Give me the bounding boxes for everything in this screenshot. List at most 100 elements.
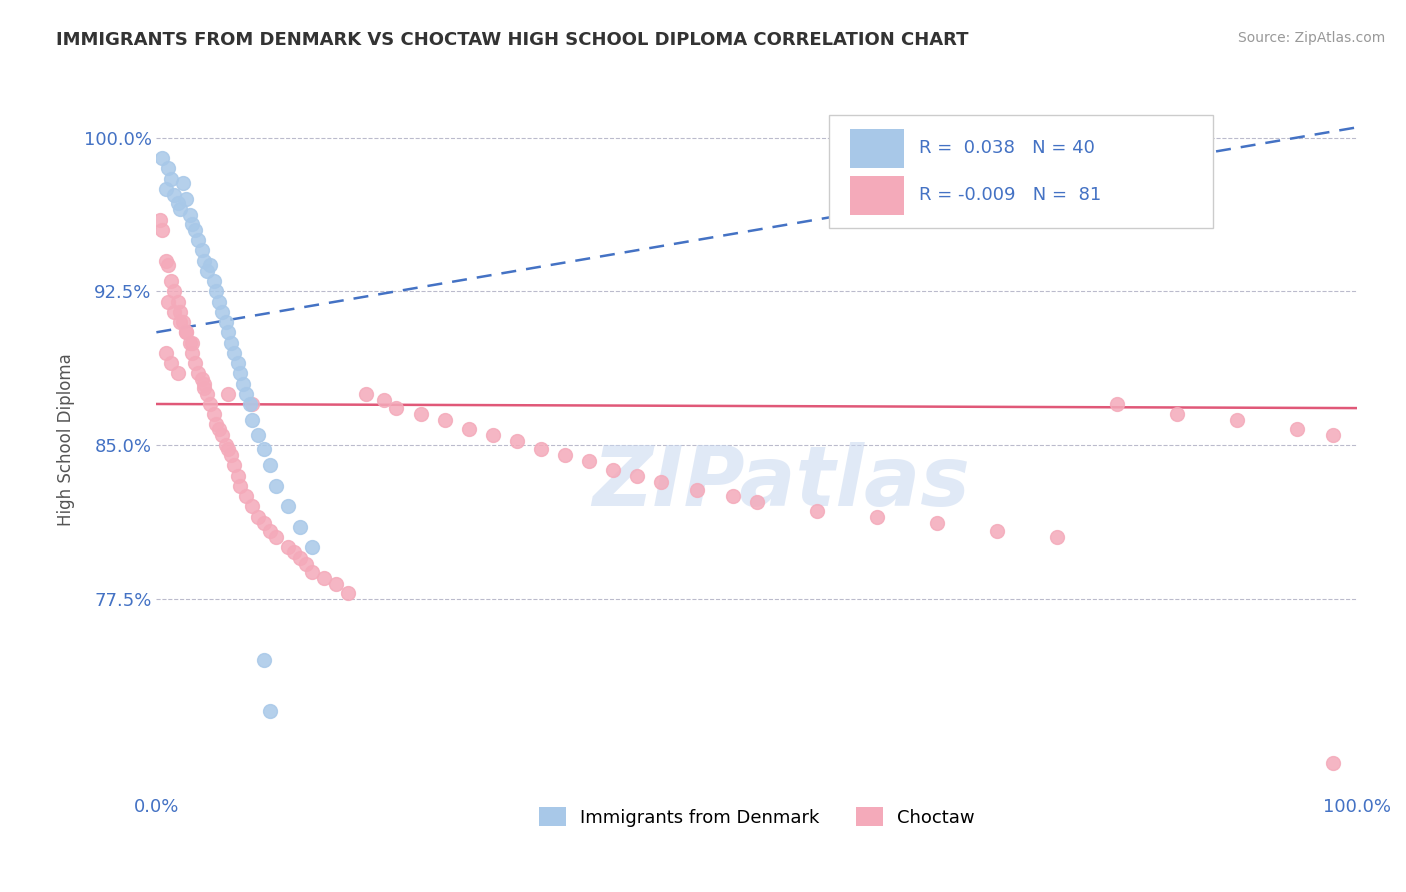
Point xyxy=(155,345,177,359)
Point xyxy=(184,356,207,370)
Point xyxy=(157,161,180,176)
Text: R = -0.009   N =  81: R = -0.009 N = 81 xyxy=(918,186,1101,204)
Point xyxy=(481,427,503,442)
Bar xyxy=(851,128,904,168)
Point xyxy=(217,325,239,339)
Point xyxy=(169,202,191,217)
Point xyxy=(202,274,225,288)
Point xyxy=(253,653,276,667)
Point xyxy=(159,171,181,186)
Point xyxy=(301,541,323,555)
Point xyxy=(1046,530,1069,544)
Point xyxy=(181,217,204,231)
Point xyxy=(259,524,281,538)
Point xyxy=(529,442,551,456)
Point xyxy=(193,253,215,268)
Point xyxy=(295,557,318,571)
Point xyxy=(159,356,181,370)
Point xyxy=(242,500,264,514)
Point xyxy=(187,233,209,247)
Point xyxy=(505,434,527,448)
Point xyxy=(172,315,194,329)
Point xyxy=(232,376,254,391)
Point xyxy=(169,305,191,319)
Point xyxy=(235,489,257,503)
Point xyxy=(202,407,225,421)
Point xyxy=(229,479,252,493)
Point xyxy=(150,151,173,165)
Point xyxy=(457,421,479,435)
Point xyxy=(215,315,238,329)
Point xyxy=(217,386,239,401)
Point xyxy=(215,438,238,452)
Point xyxy=(167,294,190,309)
Point xyxy=(433,413,456,427)
Point xyxy=(650,475,672,489)
Point xyxy=(247,427,270,442)
Point xyxy=(172,176,194,190)
Point xyxy=(217,442,239,456)
Point xyxy=(219,335,242,350)
Point xyxy=(235,386,257,401)
Point xyxy=(554,448,576,462)
Point xyxy=(337,585,360,599)
Point xyxy=(163,285,186,299)
Point xyxy=(155,253,177,268)
Point xyxy=(176,325,198,339)
Point xyxy=(325,577,347,591)
Point xyxy=(208,421,231,435)
Point xyxy=(184,223,207,237)
Point xyxy=(356,386,378,401)
Text: ZIPatlas: ZIPatlas xyxy=(592,442,970,523)
Point xyxy=(301,565,323,579)
Point xyxy=(208,294,231,309)
Point xyxy=(242,413,264,427)
Point xyxy=(159,274,181,288)
Point xyxy=(167,196,190,211)
Text: Source: ZipAtlas.com: Source: ZipAtlas.com xyxy=(1237,31,1385,45)
Point xyxy=(745,495,768,509)
Point xyxy=(1322,756,1344,770)
Point xyxy=(187,366,209,380)
Point xyxy=(179,335,201,350)
Point xyxy=(176,192,198,206)
Point xyxy=(253,442,276,456)
Point xyxy=(290,520,312,534)
Point xyxy=(181,345,204,359)
Point xyxy=(721,489,744,503)
Point xyxy=(986,524,1008,538)
Point xyxy=(181,335,204,350)
Point xyxy=(626,468,648,483)
Point xyxy=(866,509,889,524)
Point xyxy=(193,381,215,395)
Point xyxy=(602,462,624,476)
Point xyxy=(685,483,707,497)
Point xyxy=(211,427,233,442)
Point xyxy=(157,258,180,272)
Point xyxy=(266,479,288,493)
Point xyxy=(163,305,186,319)
Point xyxy=(409,407,432,421)
Point xyxy=(226,356,249,370)
Point xyxy=(155,182,177,196)
Point xyxy=(169,315,191,329)
Point xyxy=(806,503,828,517)
Point xyxy=(290,550,312,565)
Point xyxy=(385,401,408,416)
Legend: Immigrants from Denmark, Choctaw: Immigrants from Denmark, Choctaw xyxy=(531,800,981,834)
Point xyxy=(253,516,276,530)
Point xyxy=(211,305,233,319)
Point xyxy=(157,294,180,309)
Point xyxy=(259,458,281,473)
Point xyxy=(224,458,246,473)
FancyBboxPatch shape xyxy=(828,115,1213,227)
Point xyxy=(219,448,242,462)
Point xyxy=(224,345,246,359)
Point xyxy=(1105,397,1128,411)
Point xyxy=(578,454,600,468)
Point xyxy=(1285,421,1308,435)
Point xyxy=(266,530,288,544)
Point xyxy=(283,544,305,558)
Point xyxy=(149,212,172,227)
Point xyxy=(239,397,262,411)
